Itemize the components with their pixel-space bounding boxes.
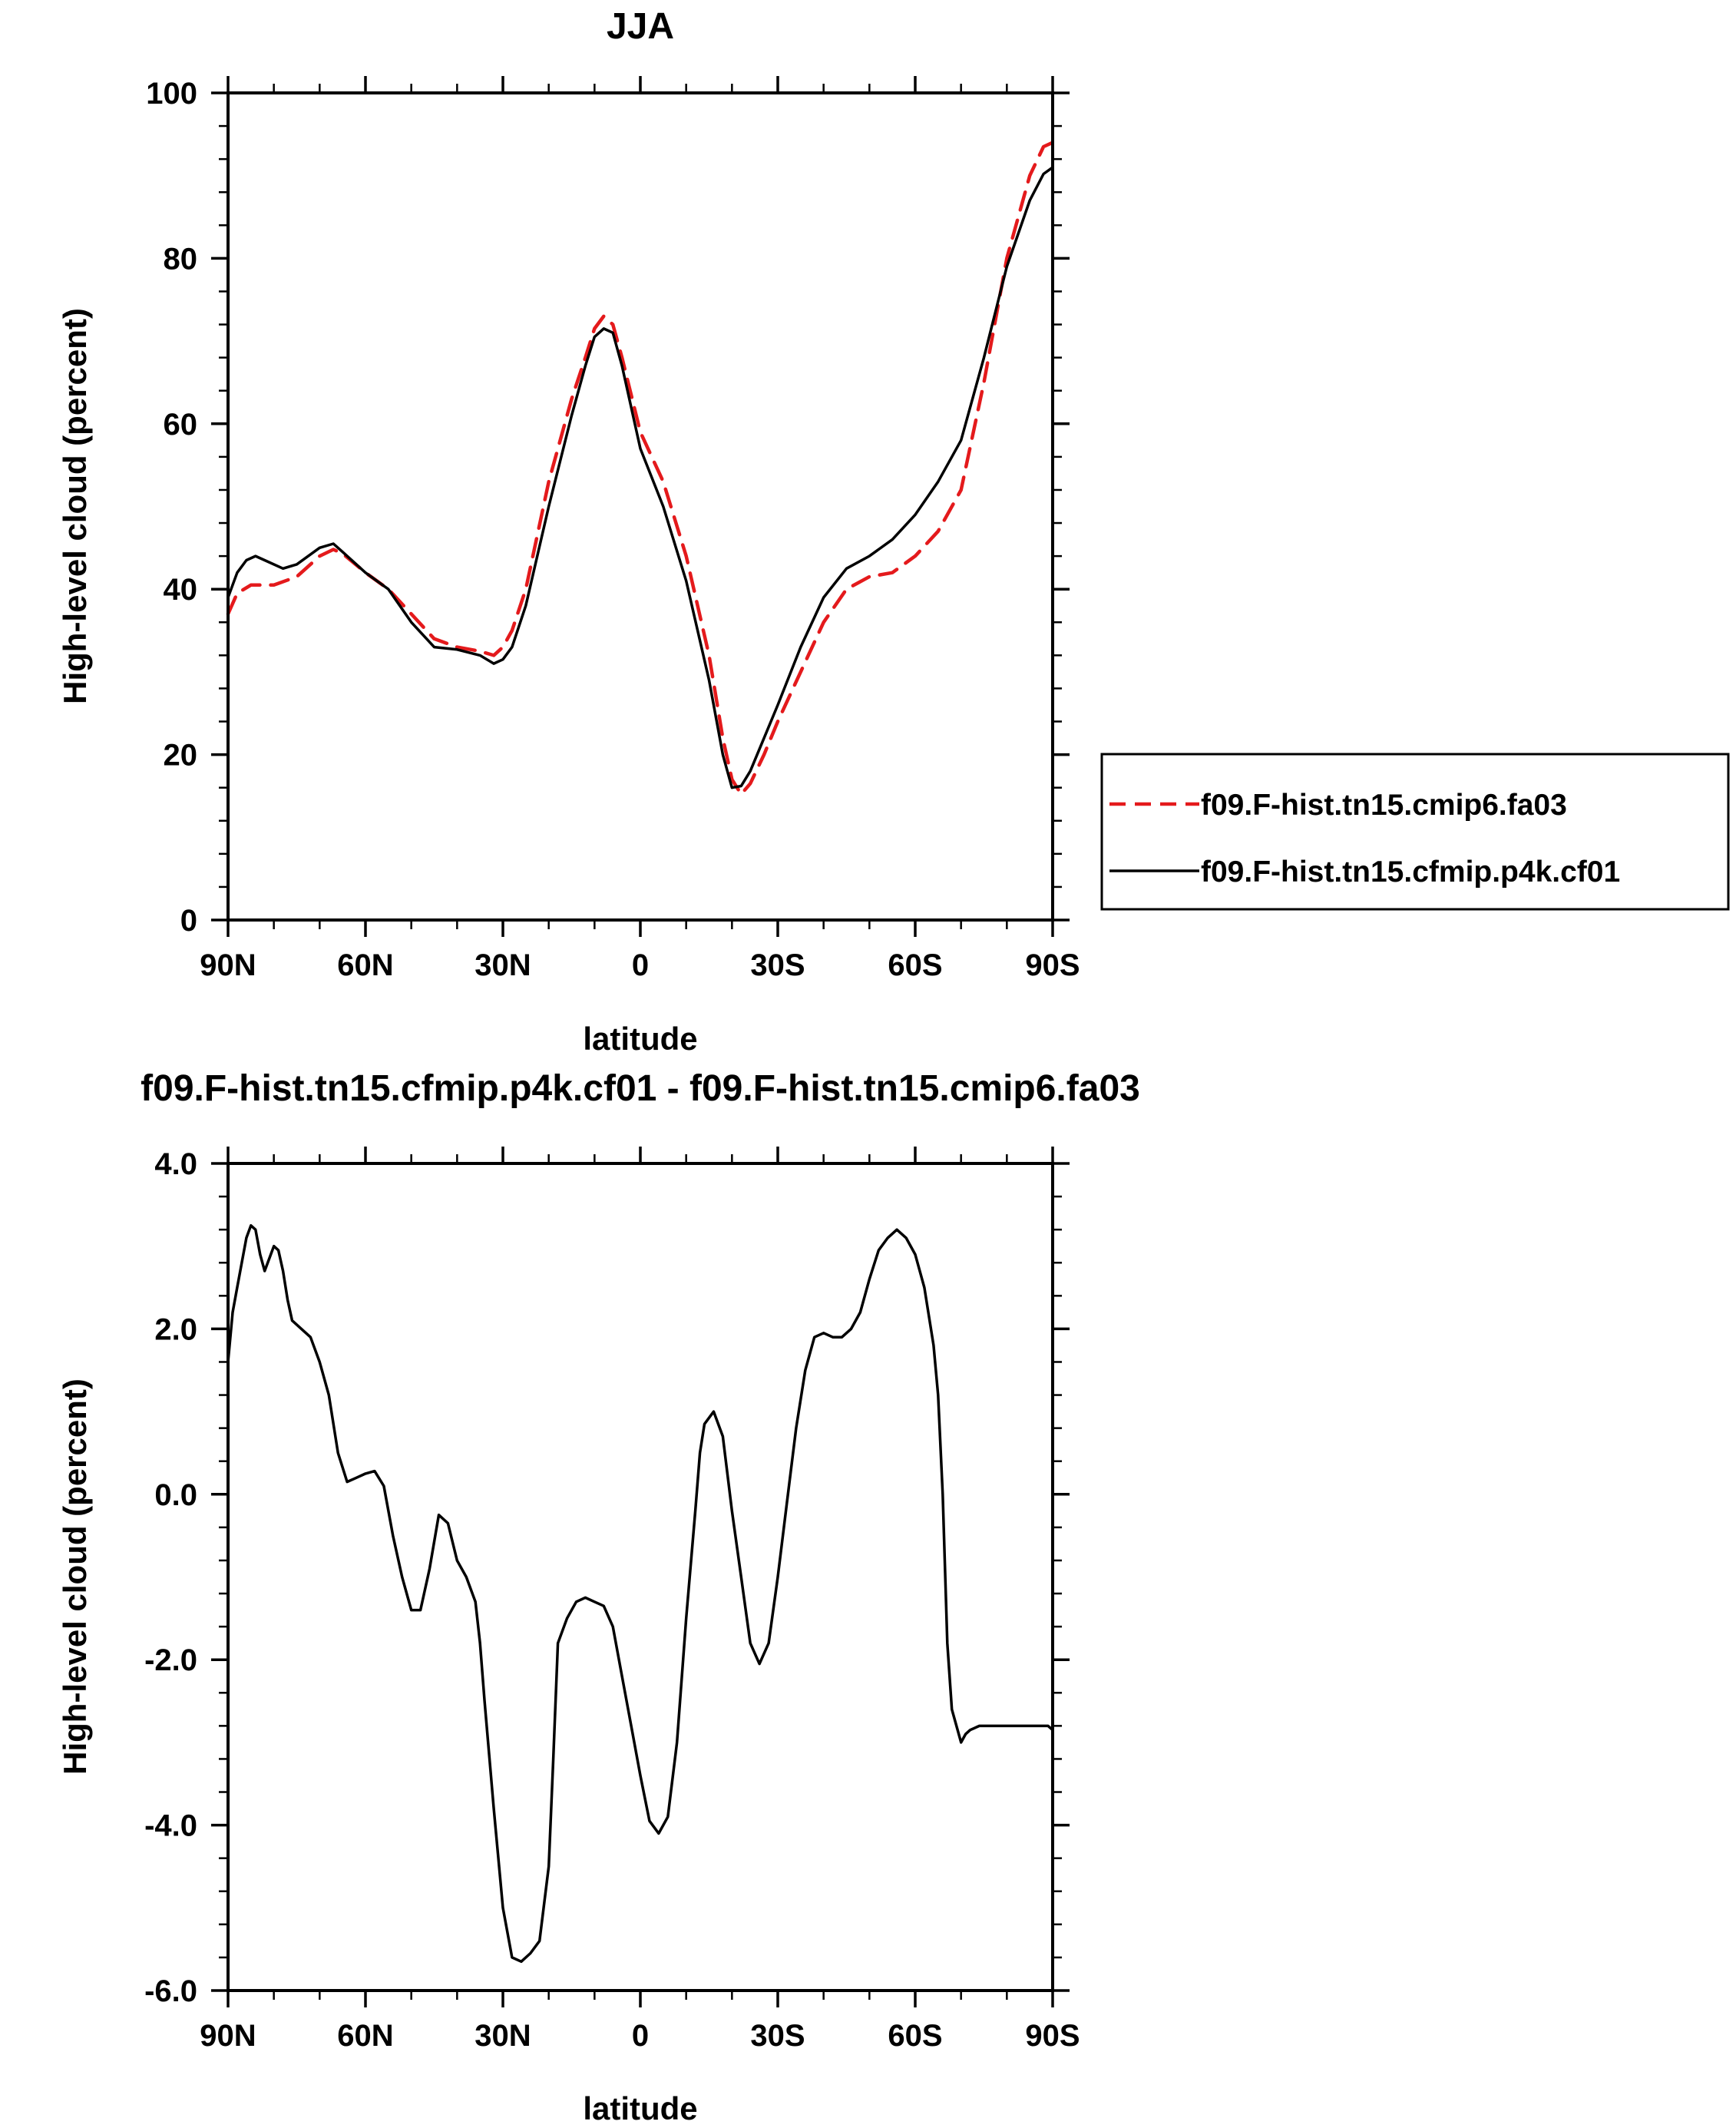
y-tick-label: 0 xyxy=(180,904,197,938)
x-tick-label: 90S xyxy=(1025,948,1080,982)
x-axis-label: latitude xyxy=(583,2090,697,2126)
x-tick-label: 30S xyxy=(750,948,805,982)
chart-top: JJA 0 20 40 60 80 100 90N 60N 30N 0 30S 60S 90S lat… xyxy=(57,6,1730,1057)
y-tick-label: 80 xyxy=(164,242,198,276)
y-tick-labels: -6.0 -4.0 -2.0 0.0 2.0 4.0 xyxy=(144,1147,197,2008)
x-tick-labels: 90N 60N 30N 0 30S 60S 90S xyxy=(200,948,1080,982)
legend-label-cf01: f09.F-hist.tn15.cfmip.p4k.cf01 xyxy=(1201,856,1620,889)
x-tick-label: 60S xyxy=(888,948,942,982)
x-tick-label: 90S xyxy=(1025,2019,1080,2053)
series-line-2 xyxy=(227,166,1054,789)
x-tick-label: 30N xyxy=(475,2019,531,2053)
plot-frame xyxy=(227,91,1054,922)
x-tick-label: 60N xyxy=(337,948,393,982)
series-group xyxy=(227,1224,1054,1964)
plot-frame xyxy=(227,1162,1054,1992)
x-tick-label: 0 xyxy=(632,948,649,982)
tick-marks xyxy=(211,1147,1070,2007)
x-axis-label: latitude xyxy=(583,1021,697,1057)
series-line-1 xyxy=(227,1224,1054,1964)
x-tick-label: 30S xyxy=(750,2019,805,2053)
y-tick-labels: 0 20 40 60 80 100 xyxy=(146,77,197,938)
chart-title: f09.F-hist.tn15.cfmip.p4k.cf01 - f09.F-h… xyxy=(141,1068,1140,1109)
series-line-1 xyxy=(226,141,1055,796)
y-tick-label: -6.0 xyxy=(144,1974,197,2008)
x-tick-label: 90N xyxy=(200,948,256,982)
legend: f09.F-hist.tn15.cmip6.fa03 f09.F-hist.tn… xyxy=(1100,753,1730,911)
x-tick-label: 0 xyxy=(632,2019,649,2053)
tick-marks xyxy=(211,76,1070,937)
y-axis-label: High-level cloud (percent) xyxy=(57,1378,93,1775)
legend-label-fa03: f09.F-hist.tn15.cmip6.fa03 xyxy=(1201,789,1567,822)
y-tick-label: 20 xyxy=(164,739,198,773)
legend-box xyxy=(1100,753,1730,911)
y-tick-label: 40 xyxy=(164,573,198,607)
chart-title: JJA xyxy=(607,6,674,47)
x-tick-label: 30N xyxy=(475,948,531,982)
x-tick-label: 60N xyxy=(337,2019,393,2053)
y-tick-label: 4.0 xyxy=(154,1147,197,1181)
y-axis-label: High-level cloud (percent) xyxy=(57,308,93,704)
x-tick-label: 60S xyxy=(888,2019,942,2053)
y-tick-label: 0.0 xyxy=(154,1478,197,1512)
chart-bottom: f09.F-hist.tn15.cfmip.p4k.cf01 - f09.F-h… xyxy=(57,1068,1140,2126)
y-tick-label: 100 xyxy=(146,77,197,111)
y-tick-label: -2.0 xyxy=(144,1643,197,1677)
y-tick-label: 2.0 xyxy=(154,1312,197,1346)
series-group xyxy=(226,141,1055,796)
x-tick-label: 90N xyxy=(200,2019,256,2053)
y-tick-label: 60 xyxy=(164,408,198,442)
y-tick-label: -4.0 xyxy=(144,1809,197,1843)
x-tick-labels: 90N 60N 30N 0 30S 60S 90S xyxy=(200,2019,1080,2053)
